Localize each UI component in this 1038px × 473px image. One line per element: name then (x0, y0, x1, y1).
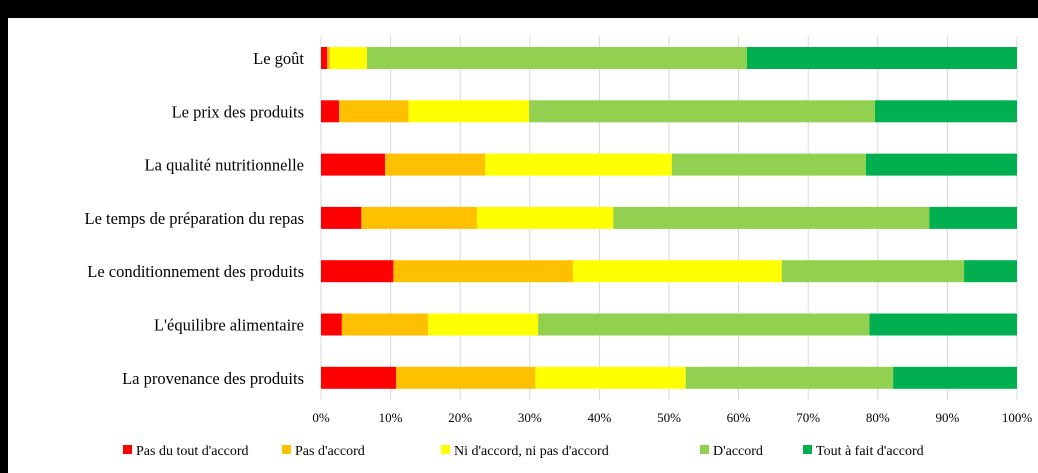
bars (321, 47, 1017, 389)
category-labels: Le goût Le prix des produits La qualité nu… (85, 49, 305, 388)
bar-segment (485, 153, 672, 176)
bar-segment (535, 366, 686, 389)
bar-segment (929, 206, 1017, 229)
x-tick-label: 20% (448, 410, 472, 425)
bar-segment (321, 47, 328, 69)
bar-segment (396, 366, 536, 389)
bar-segment (327, 47, 331, 69)
bar-segment (671, 153, 866, 176)
bar-segment (393, 260, 573, 283)
bar-segment (428, 313, 539, 336)
category-label: Le temps de préparation du repas (85, 209, 304, 228)
legend-label: Pas d'accord (295, 444, 365, 459)
legend-label: Pas du tout d'accord (136, 444, 249, 459)
bar-segment (321, 260, 394, 283)
legend-label: D'accord (713, 444, 763, 459)
bar-segment (339, 100, 409, 123)
bar-segment (893, 366, 1017, 389)
legend-swatch (441, 445, 450, 454)
bar-segment (341, 313, 429, 336)
bar-segment (613, 206, 930, 229)
bar-segment (321, 100, 340, 123)
legend-swatch (282, 445, 291, 454)
bar-segment (746, 47, 1017, 69)
category-label: Le goût (253, 49, 304, 68)
category-label: L'équilibre alimentaire (154, 316, 304, 335)
x-tick-label: 10% (379, 410, 403, 425)
bar-segment (529, 100, 876, 123)
category-label: La qualité nutritionnelle (145, 156, 304, 175)
bar-segment (408, 100, 530, 123)
x-tick-label: 50% (657, 410, 681, 425)
legend: Pas du tout d'accord Pas d'accord Ni d'acc… (123, 444, 924, 459)
legend-label: Ni d'accord, ni pas d'accord (454, 444, 609, 459)
bar-segment (361, 206, 477, 229)
bar-segment (385, 153, 486, 176)
bar-segment (366, 47, 747, 69)
x-tick-label: 30% (518, 410, 542, 425)
bar-segment (685, 366, 894, 389)
x-tick-label: 80% (866, 410, 890, 425)
bar-segment (321, 206, 362, 229)
x-tick-labels: 0% 10% 20% 30% 40% 50% 60% 70% 80% 90% 100% (312, 410, 1032, 425)
x-tick-label: 70% (796, 410, 820, 425)
legend-swatch (123, 445, 132, 454)
bar-segment (321, 313, 342, 336)
plot-background (8, 18, 1038, 473)
legend-swatch (700, 445, 709, 454)
bar-segment (538, 313, 870, 336)
bar-segment (875, 100, 1017, 123)
bar-segment (476, 206, 614, 229)
legend-label: Tout à fait d'accord (816, 444, 924, 459)
x-tick-label: 40% (587, 410, 611, 425)
category-label: Le conditionnement des produits (87, 262, 304, 281)
bar-segment (781, 260, 965, 283)
bar-segment (572, 260, 782, 283)
bar-segment (321, 153, 386, 176)
x-tick-label: 100% (1002, 410, 1033, 425)
category-label: Le prix des produits (172, 102, 304, 121)
category-label: La provenance des produits (122, 369, 304, 388)
x-tick-label: 90% (935, 410, 959, 425)
bar-segment (330, 47, 367, 69)
bar-segment (869, 313, 1017, 336)
bar-segment (964, 260, 1017, 283)
bar-segment (321, 366, 397, 389)
legend-swatch (803, 445, 812, 454)
x-tick-label: 60% (727, 410, 751, 425)
bar-segment (865, 153, 1017, 176)
x-tick-label: 0% (312, 410, 330, 425)
